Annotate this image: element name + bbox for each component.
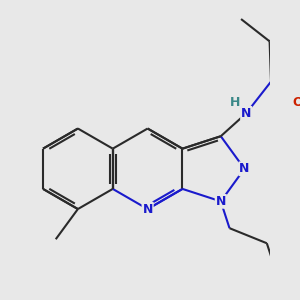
Text: H: H bbox=[230, 95, 240, 109]
Text: N: N bbox=[239, 162, 250, 175]
Text: N: N bbox=[216, 195, 226, 208]
Text: N: N bbox=[241, 107, 251, 120]
Text: O: O bbox=[293, 96, 300, 109]
Text: N: N bbox=[142, 202, 153, 216]
